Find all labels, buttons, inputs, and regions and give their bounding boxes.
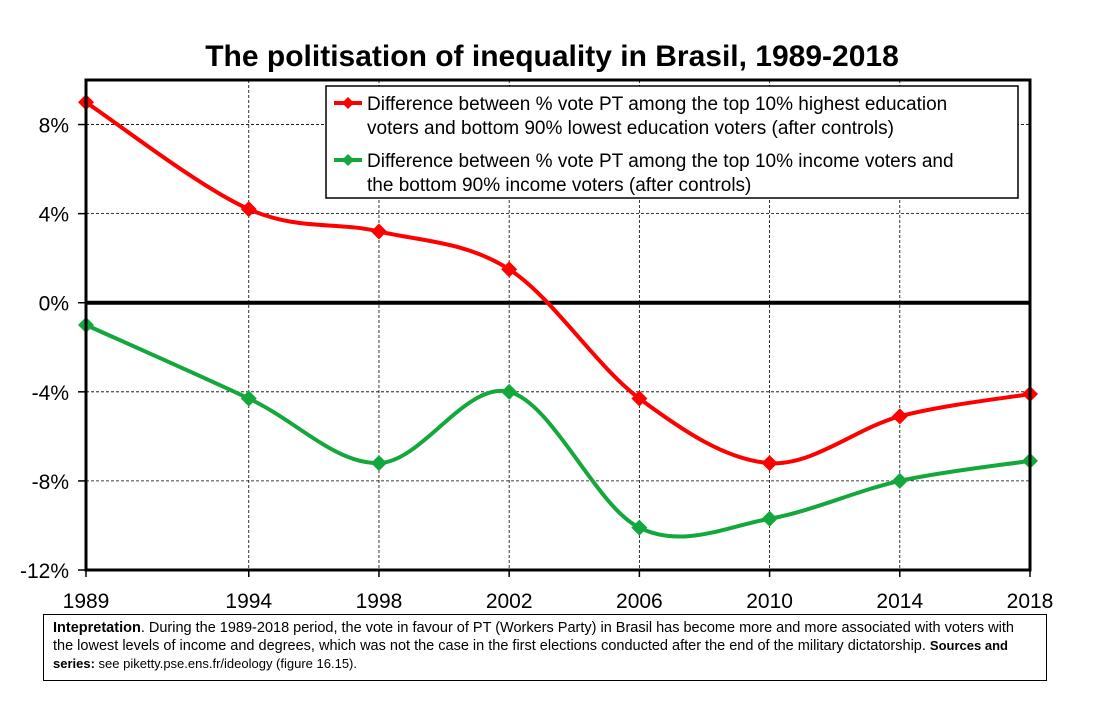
series-layer xyxy=(78,94,1038,539)
x-tick-label: 2018 xyxy=(1007,590,1054,612)
sources-label: Sources and series: xyxy=(53,638,1008,671)
y-tick-label: 0% xyxy=(39,293,69,316)
series-1-point xyxy=(240,201,257,218)
legend-box xyxy=(325,85,1019,199)
x-tick-label: 2002 xyxy=(486,590,533,612)
legend-marker-1 xyxy=(342,97,354,109)
legend: Difference between % vote PT among the t… xyxy=(325,85,1019,199)
x-tick-label: 2014 xyxy=(876,590,923,612)
series-1-point xyxy=(631,390,648,407)
sources-text: see piketty.pse.ens.fr/ideology (figure … xyxy=(94,656,357,671)
y-tick-label: -4% xyxy=(32,382,69,405)
series-1-point xyxy=(891,408,908,425)
y-axis: 8% 4% 0% -4% -8% -12% xyxy=(20,115,86,583)
series-2-point xyxy=(240,390,257,407)
y-tick-label: -12% xyxy=(20,560,69,583)
series-2-point xyxy=(631,519,648,536)
series-2-point xyxy=(501,383,518,400)
legend-label-2-line-1: Difference between % vote PT among the t… xyxy=(367,151,954,172)
x-axis: 1989 1994 1998 2002 2006 2010 2014 2018 xyxy=(63,570,1054,612)
plot-frame xyxy=(84,78,1032,572)
series-1-point xyxy=(761,455,778,472)
chart-title: The politisation of inequality in Brasil… xyxy=(205,40,899,73)
x-tick-label: 2010 xyxy=(746,590,793,612)
chart: The politisation of inequality in Brasil… xyxy=(20,40,1054,612)
x-tick-label: 1998 xyxy=(356,590,403,612)
series-1-point xyxy=(501,261,518,278)
legend-label-1-line-2: voters and bottom 90% lowest education v… xyxy=(367,118,894,139)
series-line-2 xyxy=(85,323,1031,539)
legend-label-2-line-2: the bottom 90% income voters (after cont… xyxy=(367,175,751,196)
y-tick-label: 8% xyxy=(39,115,69,138)
x-tick-label: 1994 xyxy=(225,590,272,612)
series-2-point xyxy=(891,472,908,489)
legend-marker-2 xyxy=(342,154,354,166)
note-label: Intepretation xyxy=(53,620,141,636)
interpretation-note: Intepretation. During the 1989-2018 peri… xyxy=(43,614,1047,681)
y-tick-label: -8% xyxy=(32,471,69,494)
legend-label-1-line-1: Difference between % vote PT among the t… xyxy=(367,94,947,115)
x-tick-label: 1989 xyxy=(63,590,110,612)
y-tick-label: 4% xyxy=(39,204,69,227)
x-tick-label: 2006 xyxy=(616,590,663,612)
series-2-point xyxy=(761,510,778,527)
series-2-point xyxy=(370,455,387,472)
series-1-point xyxy=(370,223,387,240)
note-text: . During the 1989-2018 period, the vote … xyxy=(53,620,1014,654)
